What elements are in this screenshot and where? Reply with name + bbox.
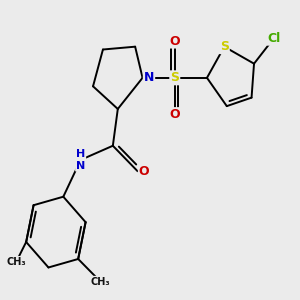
Text: O: O <box>169 34 180 47</box>
Text: H
N: H N <box>76 149 85 171</box>
Text: O: O <box>139 165 149 178</box>
Text: S: S <box>220 40 229 53</box>
Text: N: N <box>144 71 154 84</box>
Text: S: S <box>170 71 179 84</box>
Text: O: O <box>169 108 180 121</box>
Text: Cl: Cl <box>267 32 280 45</box>
Text: CH₃: CH₃ <box>6 257 26 267</box>
Text: CH₃: CH₃ <box>91 277 110 286</box>
